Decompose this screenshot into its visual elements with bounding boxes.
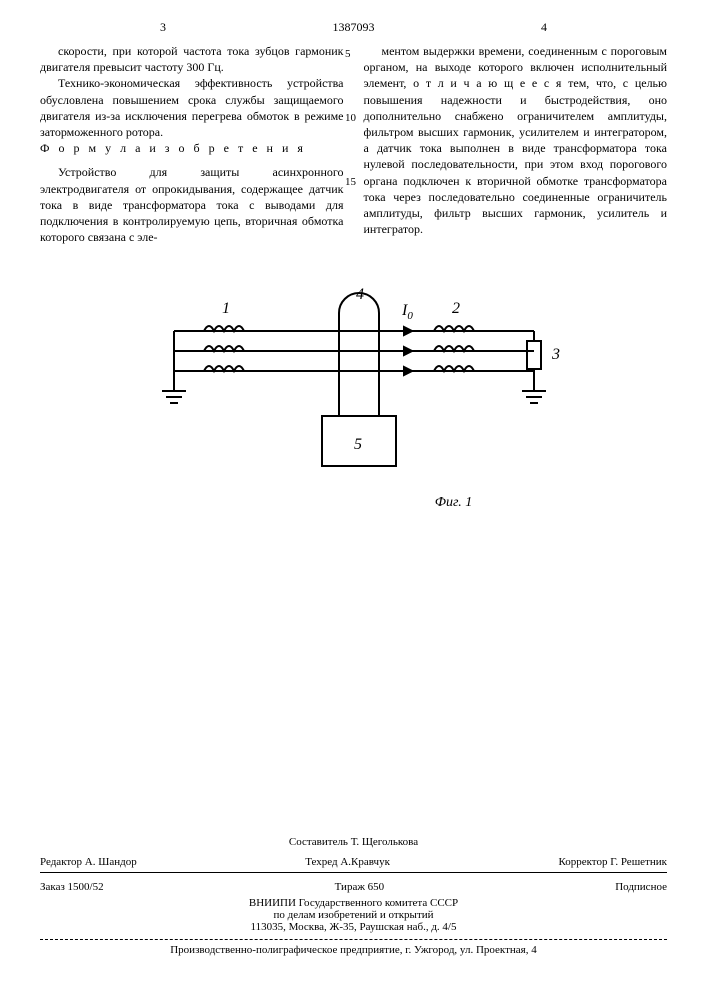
org-address: 113035, Москва, Ж-35, Раушская наб., д. …	[40, 921, 667, 933]
label-2: 2	[452, 300, 460, 317]
tech-editor: Техред А.Кравчук	[305, 856, 390, 868]
page-number-right: 4	[541, 20, 547, 35]
line-number: 10	[345, 112, 356, 124]
circuit-figure: 1 4 I0 2 3 5	[40, 281, 667, 491]
paragraph: Технико-экономическая эффективность устр…	[40, 75, 344, 140]
corrector: Корректор Г. Решетник	[558, 856, 667, 868]
tirazh: Тираж 650	[335, 881, 385, 893]
editor: Редактор А. Шандор	[40, 856, 137, 868]
subscription: Подписное	[615, 881, 667, 893]
page-number-left: 3	[160, 20, 166, 35]
line-number: 15	[345, 176, 356, 188]
patent-number: 1387093	[333, 20, 375, 35]
label-4: 4	[356, 286, 364, 303]
compiler: Составитель Т. Щеголькова	[40, 836, 667, 848]
page-header: 3 1387093 4	[40, 20, 667, 35]
label-5: 5	[354, 436, 362, 453]
figure-caption: Фиг. 1	[240, 495, 667, 511]
right-column: ментом выдержки времени, соединенным с п…	[364, 43, 668, 245]
label-1: 1	[222, 300, 230, 317]
left-column: скорости, при которой частота тока зубцо…	[40, 43, 344, 245]
line-number: 5	[345, 48, 356, 60]
paragraph: ментом выдержки времени, соединенным с п…	[364, 43, 668, 237]
press-line: Производственно-полиграфическое предприя…	[40, 944, 667, 956]
paragraph: скорости, при которой частота тока зубцо…	[40, 43, 344, 75]
org-line-2: по делам изобретений и открытий	[40, 909, 667, 921]
paragraph: Устройство для защиты асинхронного элект…	[40, 164, 344, 245]
footer: Составитель Т. Щеголькова Редактор А. Ша…	[40, 836, 667, 960]
org-line-1: ВНИИПИ Государственного комитета СССР	[40, 897, 667, 909]
order-number: Заказ 1500/52	[40, 881, 104, 893]
label-3: 3	[551, 346, 560, 363]
label-i0: I0	[401, 302, 413, 322]
formula-title: Ф о р м у л а и з о б р е т е н и я	[40, 140, 344, 156]
circuit-svg: 1 4 I0 2 3 5	[144, 281, 564, 491]
line-numbers: 5 10 15	[345, 48, 356, 188]
